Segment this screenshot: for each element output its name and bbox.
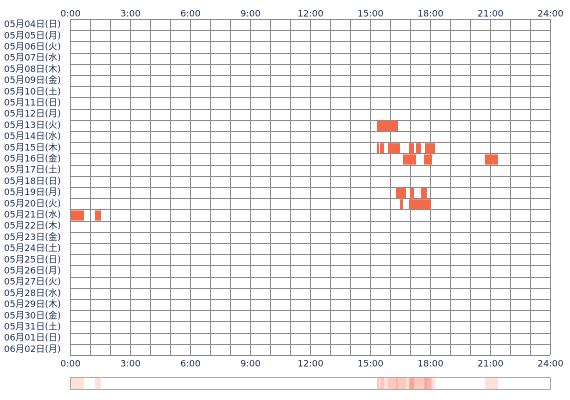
activity-segment (377, 120, 398, 131)
row-label: 05月28日(水) (4, 287, 61, 299)
row-label: 05月09日(金) (4, 74, 61, 86)
summary-segment (403, 378, 416, 389)
summary-segment (424, 378, 432, 389)
row-label: 05月12日(月) (4, 109, 61, 120)
row-label: 05月05日(月) (4, 30, 61, 41)
x-tick-label: 15:00 (358, 360, 384, 370)
x-tick-label: 24:00 (538, 10, 564, 20)
row-label: 05月04日(日) (4, 19, 61, 30)
summary-segment (396, 378, 406, 389)
activity-segment (424, 154, 432, 165)
row-label: 05月14日(水) (4, 130, 61, 142)
row-label: 05月29日(木) (4, 298, 61, 310)
activity-segment (421, 188, 427, 199)
activity-segment (396, 188, 406, 199)
x-tick-label: 12:00 (298, 360, 324, 370)
activity-segment (403, 154, 416, 165)
x-tick-label: 0:00 (60, 10, 80, 20)
x-tick-label: 21:00 (478, 10, 504, 20)
summary-segment (400, 378, 403, 389)
row-label: 05月13日(火) (4, 120, 61, 131)
activity-segment (409, 143, 414, 154)
row-label: 05月26日(月) (4, 266, 61, 277)
x-tick-label: 15:00 (358, 10, 384, 20)
row-label: 05月10日(土) (4, 85, 61, 97)
activity-segment (380, 143, 384, 154)
x-tick-label: 24:00 (538, 360, 564, 370)
activity-segment (95, 210, 101, 221)
row-label: 06月01日(日) (4, 333, 61, 344)
summary-segment (71, 378, 84, 389)
activity-segment (416, 143, 421, 154)
x-tick-label: 3:00 (120, 10, 140, 20)
row-label: 05月07日(水) (4, 52, 61, 64)
summary-strip (70, 377, 551, 390)
summary-segment (380, 378, 384, 389)
row-label: 05月27日(火) (4, 277, 61, 288)
summary-segment (377, 378, 379, 389)
activity-segment (410, 188, 414, 199)
activity-segment (377, 143, 379, 154)
summary-segment (95, 378, 101, 389)
row-label: 05月23日(金) (4, 231, 61, 243)
row-label: 05月17日(土) (4, 164, 61, 176)
x-tick-label: 3:00 (120, 360, 140, 370)
row-label: 06月02日(月) (4, 344, 61, 355)
x-tick-label: 9:00 (240, 360, 260, 370)
activity-segment (485, 154, 498, 165)
summary-segment (485, 378, 498, 389)
row-label: 05月20日(火) (4, 198, 61, 209)
row-label: 05月22日(木) (4, 220, 61, 232)
summary-segment (416, 378, 421, 389)
row-label: 05月19日(月) (4, 187, 61, 198)
row-label: 05月24日(土) (4, 242, 61, 254)
row-label: 05月06日(火) (4, 42, 61, 53)
row-label: 05月18日(日) (4, 176, 61, 187)
x-tick-label: 21:00 (478, 360, 504, 370)
activity-segment (409, 199, 431, 210)
row-label: 05月15日(木) (4, 141, 61, 153)
summary-segment (425, 378, 435, 389)
row-label: 05月21日(水) (4, 209, 61, 221)
activity-segment (388, 143, 400, 154)
summary-segment (409, 378, 414, 389)
summary-segment (388, 378, 400, 389)
activity-segment (71, 210, 84, 221)
x-tick-label: 9:00 (240, 10, 260, 20)
x-tick-label: 18:00 (418, 10, 444, 20)
row-label: 05月16日(金) (4, 153, 61, 165)
row-label: 05月25日(日) (4, 254, 61, 265)
activity-segment (425, 143, 435, 154)
summary-segment (409, 378, 431, 389)
summary-segment (410, 378, 414, 389)
x-tick-label: 0:00 (60, 360, 80, 370)
row-label: 05月11日(日) (4, 98, 61, 109)
x-tick-label: 18:00 (418, 360, 444, 370)
activity-segment (400, 199, 403, 210)
x-tick-label: 12:00 (298, 10, 324, 20)
x-tick-label: 6:00 (180, 10, 200, 20)
row-label: 05月30日(金) (4, 309, 61, 321)
row-label: 05月08日(木) (4, 63, 61, 75)
summary-segment (377, 378, 398, 389)
x-tick-label: 6:00 (180, 360, 200, 370)
summary-segment (421, 378, 427, 389)
row-label: 05月31日(土) (4, 321, 61, 333)
